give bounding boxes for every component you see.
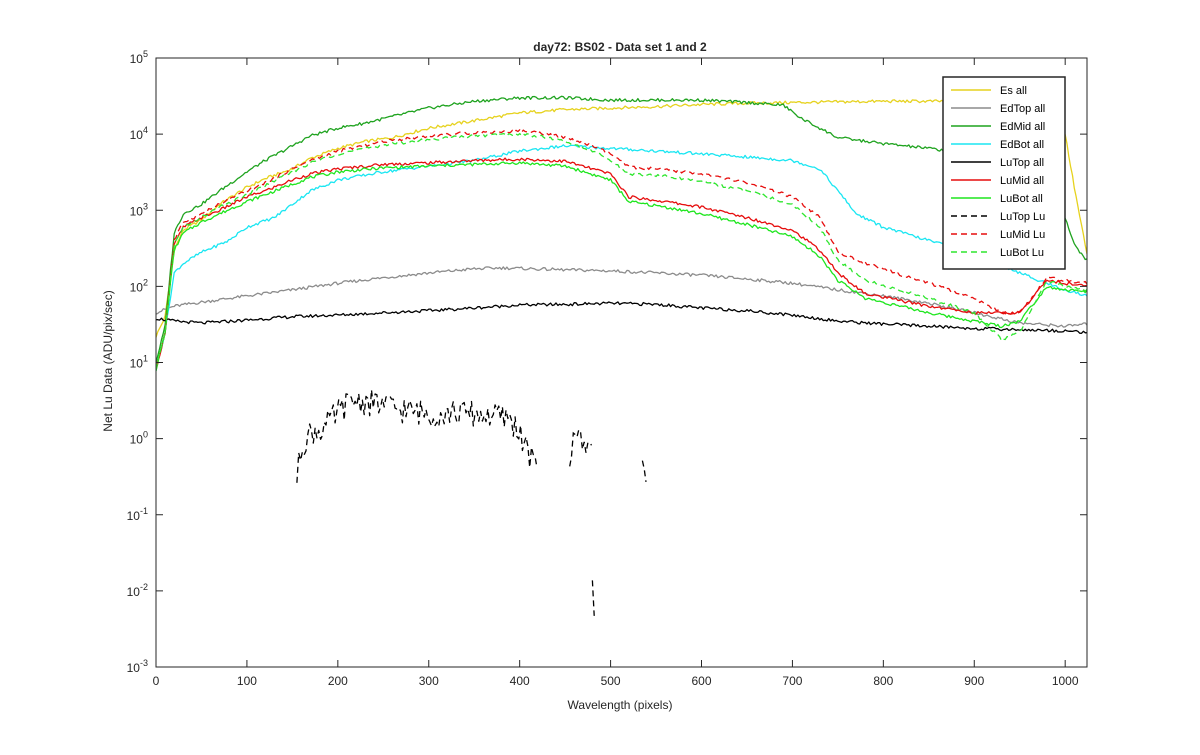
x-tick-label: 300	[419, 674, 439, 688]
x-tick-label: 600	[691, 674, 711, 688]
series-line	[156, 266, 1087, 328]
y-tick-label: 10-3	[127, 658, 148, 675]
series-line	[156, 301, 1087, 334]
legend-label: LuMid Lu	[1000, 229, 1045, 241]
series-line	[156, 161, 1087, 372]
legend-label: EdMid all	[1000, 121, 1045, 133]
legend-label: LuTop Lu	[1000, 211, 1045, 223]
legend-label: LuMid all	[1000, 175, 1044, 187]
series-line	[156, 95, 1087, 364]
x-tick-label: 900	[964, 674, 984, 688]
y-tick-label: 101	[130, 354, 148, 371]
series-line-fragment	[591, 580, 595, 616]
x-tick-label: 100	[237, 674, 257, 688]
x-tick-label: 500	[601, 674, 621, 688]
y-tick-label: 105	[130, 49, 148, 66]
x-tick-label: 400	[510, 674, 530, 688]
series-line	[156, 129, 1087, 369]
chart-title: day72: BS02 - Data set 1 and 2	[533, 40, 707, 54]
series-line-fragment	[641, 460, 647, 482]
x-tick-label: 200	[328, 674, 348, 688]
y-tick-label: 104	[130, 125, 148, 142]
legend-label: LuTop all	[1000, 157, 1044, 169]
series-line	[156, 144, 1087, 371]
x-tick-label: 700	[782, 674, 802, 688]
x-axis-label: Wavelength (pixels)	[568, 698, 673, 712]
plot-area	[156, 95, 1087, 616]
legend-box	[942, 76, 1066, 270]
legend-label: EdBot all	[1000, 139, 1044, 151]
legend-label: Es all	[1000, 85, 1027, 97]
series-line	[156, 132, 1087, 370]
y-tick-label: 10-2	[127, 582, 148, 599]
legend-label: EdTop all	[1000, 103, 1045, 115]
y-tick-label: 10-1	[127, 506, 148, 523]
x-tick-label: 1000	[1052, 674, 1079, 688]
series-line	[156, 99, 1087, 338]
y-axis-label: Net Lu Data (ADU/pix/sec)	[101, 290, 115, 431]
y-tick-label: 103	[130, 201, 148, 218]
series-line	[156, 157, 1087, 369]
x-tick-label: 800	[873, 674, 893, 688]
legend-label: LuBot Lu	[1000, 247, 1044, 259]
legend-label: LuBot all	[1000, 193, 1043, 205]
y-tick-label: 100	[130, 430, 148, 447]
axes: 0 100 200 300 400 500 600 700 800 900 1000 10-3 10-2…	[127, 49, 1088, 688]
legend: Es all EdTop all EdMid all EdBot all LuTop a…	[942, 76, 1066, 270]
series-line	[296, 389, 538, 483]
y-tick-label: 102	[130, 277, 148, 294]
x-tick-label: 0	[153, 674, 160, 688]
series-line-fragment	[569, 428, 593, 467]
